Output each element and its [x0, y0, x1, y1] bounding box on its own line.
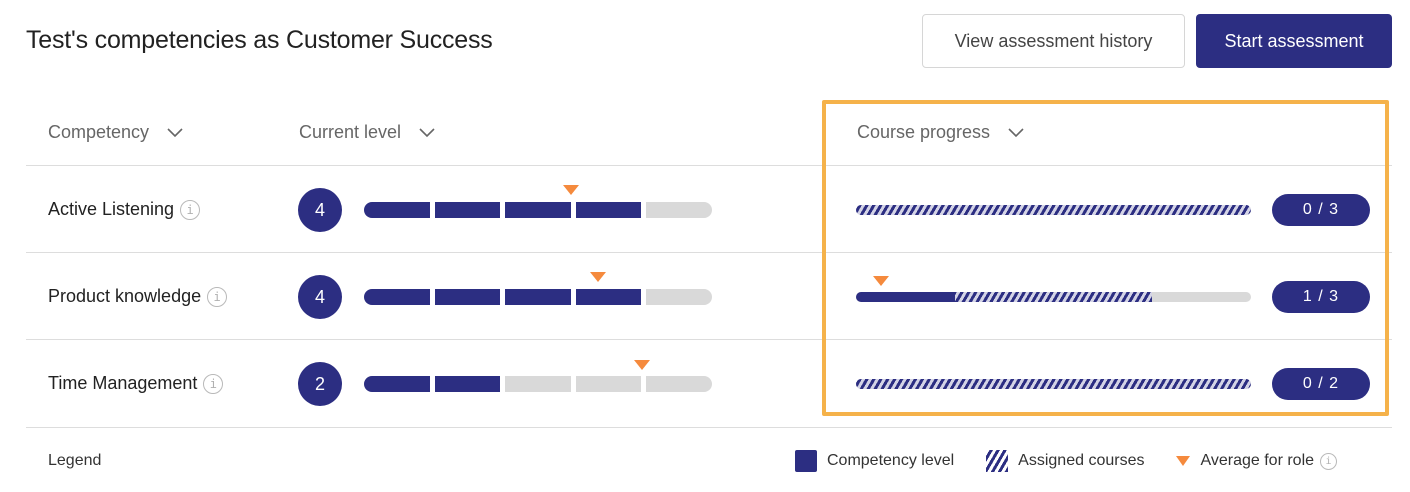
assigned-courses-fill: [856, 379, 1251, 389]
column-header-label: Course progress: [857, 122, 991, 142]
level-bar: [364, 289, 712, 305]
legend-item-assigned-courses: Assigned courses: [986, 450, 1144, 472]
page-title: Test's competencies as Customer Success: [26, 26, 493, 54]
chevron-down-icon: [419, 127, 435, 137]
level-bar: [364, 202, 712, 218]
legend-label: Average for role: [1200, 452, 1315, 469]
level-segment-filled: [434, 376, 501, 392]
chevron-down-icon: [167, 127, 183, 137]
view-assessment-history-button[interactable]: View assessment history: [922, 14, 1185, 68]
info-icon[interactable]: i: [1320, 452, 1338, 470]
level-segment-filled: [575, 202, 642, 218]
competency-label: Time Management: [48, 373, 198, 393]
completed-courses-fill: [856, 292, 955, 302]
course-progress-pill: 0 / 3: [1272, 194, 1370, 226]
level-badge: 4: [298, 188, 342, 232]
role-average-marker-icon: [634, 360, 650, 370]
level-segment-empty: [575, 376, 642, 392]
divider: [26, 252, 1392, 253]
competency-name: Product knowledge i: [48, 286, 228, 307]
level-segment-empty: [646, 202, 712, 218]
assigned-courses-fill: [955, 292, 1152, 302]
course-progress-pill: 0 / 2: [1272, 368, 1370, 400]
info-icon[interactable]: i: [203, 373, 224, 394]
level-segment-filled: [575, 289, 642, 305]
divider: [26, 165, 1392, 166]
column-header-course-progress[interactable]: Course progress: [857, 122, 1024, 143]
level-segment-filled: [364, 289, 430, 305]
course-progress-bar: [856, 292, 1251, 302]
legend-item-competency-level: Competency level: [795, 450, 954, 472]
column-header-label: Competency: [48, 122, 150, 142]
chevron-down-icon: [1008, 127, 1024, 137]
legend-item-average-for-role: Average for role i: [1176, 452, 1338, 470]
column-header-label: Current level: [299, 122, 402, 142]
start-assessment-button[interactable]: Start assessment: [1196, 14, 1392, 68]
level-segment-empty: [646, 289, 712, 305]
info-icon[interactable]: i: [207, 286, 228, 307]
assigned-courses-fill: [856, 205, 1251, 215]
level-segment-empty: [646, 376, 712, 392]
course-progress-bar: [856, 379, 1251, 389]
level-segment-empty: [505, 376, 571, 392]
competency-label: Product knowledge: [48, 286, 202, 306]
role-average-marker-icon: [873, 276, 889, 286]
role-average-marker-icon: [563, 185, 579, 195]
orange-triangle-marker-icon: [1176, 456, 1191, 466]
competency-name: Active Listening i: [48, 199, 201, 220]
legend: Competency level Assigned courses Averag…: [795, 450, 1369, 472]
competency-label: Active Listening: [48, 199, 175, 219]
level-bar: [364, 376, 712, 392]
legend-title: Legend: [48, 452, 102, 469]
competency-name: Time Management i: [48, 373, 224, 394]
divider: [26, 339, 1392, 340]
course-progress-pill: 1 / 3: [1272, 281, 1370, 313]
solid-square-swatch-icon: [795, 450, 817, 472]
hatched-square-swatch-icon: [986, 450, 1009, 472]
column-header-competency[interactable]: Competency: [48, 122, 183, 143]
level-segment-filled: [364, 202, 430, 218]
column-header-current-level[interactable]: Current level: [299, 122, 435, 143]
level-badge: 4: [298, 275, 342, 319]
level-badge: 2: [298, 362, 342, 406]
level-segment-filled: [364, 376, 430, 392]
level-segment-filled: [434, 289, 501, 305]
role-average-marker-icon: [590, 272, 606, 282]
level-segment-filled: [505, 289, 571, 305]
info-icon[interactable]: i: [180, 199, 201, 220]
level-segment-filled: [505, 202, 571, 218]
level-segment-filled: [434, 202, 501, 218]
legend-label: Competency level: [827, 452, 955, 469]
course-progress-bar: [856, 205, 1251, 215]
divider: [26, 427, 1392, 428]
legend-label: Assigned courses: [1018, 452, 1145, 469]
